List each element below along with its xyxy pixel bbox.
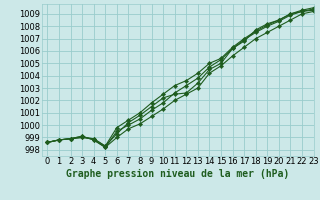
X-axis label: Graphe pression niveau de la mer (hPa): Graphe pression niveau de la mer (hPa): [66, 169, 289, 179]
